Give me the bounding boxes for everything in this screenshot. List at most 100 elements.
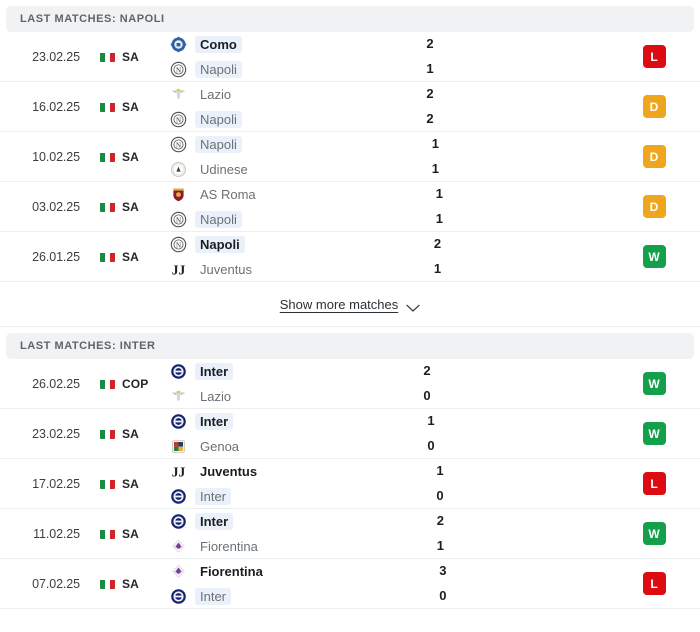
competition-label: SA [122, 149, 139, 164]
juventus-logo-icon: JJ [170, 463, 187, 480]
away-team[interactable]: Inter [170, 587, 358, 605]
section-header-napoli: LAST MATCHES: NAPOLI [6, 6, 694, 32]
genoa-logo-icon [170, 438, 187, 455]
competition-cell: COP [86, 377, 164, 391]
fiorentina-logo-icon [170, 563, 187, 580]
inter-logo-icon [170, 513, 187, 530]
home-team[interactable]: JJ Juventus [170, 462, 355, 480]
home-team[interactable]: N Napoli [170, 235, 353, 253]
home-team[interactable]: AS Roma [170, 185, 354, 203]
away-team[interactable]: Fiorentina [170, 537, 355, 555]
away-team[interactable]: N Napoli [170, 210, 354, 228]
away-team[interactable]: N Napoli [170, 60, 345, 78]
teams-cell: N Napoli JJ Juventus [164, 235, 353, 278]
score-cell: 2 2 [345, 85, 515, 128]
competition-label: SA [122, 476, 139, 491]
competition-cell: SA [86, 477, 164, 491]
away-team[interactable]: N Napoli [170, 110, 345, 128]
table-row[interactable]: 03.02.25 SA AS Roma N Napo [0, 182, 700, 232]
svg-text:N: N [176, 216, 181, 224]
score-cell: 2 1 [345, 35, 515, 78]
team-name: Como [195, 35, 242, 53]
home-score: 1 [435, 186, 443, 201]
italy-flag-icon [100, 428, 115, 439]
away-team[interactable]: Genoa [170, 437, 346, 455]
status-badge: D [642, 145, 666, 168]
home-team[interactable]: Inter [170, 512, 355, 530]
team-name: Inter [195, 362, 234, 380]
fiorentina-logo-icon [170, 538, 187, 555]
home-team[interactable]: Como [170, 35, 345, 53]
away-team[interactable]: JJ Juventus [170, 260, 353, 278]
competition-label: SA [122, 49, 139, 64]
away-team[interactable]: Udinese [170, 160, 350, 178]
result-cell: W [618, 422, 690, 445]
status-badge: W [642, 372, 666, 395]
score-cell: 1 0 [355, 462, 525, 505]
team-name: Inter [195, 487, 232, 505]
table-row[interactable]: 23.02.25 SA Como N Napoli [0, 32, 700, 82]
italy-flag-icon [100, 528, 115, 539]
score-cell: 3 0 [358, 562, 528, 605]
italy-flag-icon [100, 578, 115, 589]
status-badge: L [642, 572, 666, 595]
match-date: 23.02.25 [32, 49, 80, 64]
result-cell: W [618, 372, 690, 395]
team-name: Fiorentina [200, 563, 263, 579]
home-score: 2 [426, 86, 434, 101]
show-more-matches-button[interactable]: Show more matches [280, 297, 421, 312]
table-row[interactable]: 10.02.25 SA N Napoli Udine [0, 132, 700, 182]
competition-label: SA [122, 249, 139, 264]
home-score: 2 [423, 363, 431, 378]
away-score: 1 [436, 538, 445, 553]
match-date: 16.02.25 [32, 99, 80, 114]
status-badge: W [642, 245, 666, 268]
home-team[interactable]: Lazio [170, 85, 345, 103]
home-team[interactable]: Fiorentina [170, 562, 358, 580]
table-row[interactable]: 26.02.25 COP Inter Lazio [0, 359, 700, 409]
chevron-down-icon [406, 300, 420, 312]
section-title: LAST MATCHES: INTER [20, 340, 156, 352]
italy-flag-icon [100, 201, 115, 212]
away-score: 1 [426, 61, 434, 76]
table-row[interactable]: 16.02.25 SA Lazio N Napoli [0, 82, 700, 132]
napoli-logo-icon: N [170, 61, 187, 78]
table-row[interactable]: 26.01.25 SA N Napoli JJ Juv [0, 232, 700, 282]
away-score: 0 [436, 488, 444, 503]
result-cell: L [618, 472, 690, 495]
home-score: 2 [436, 513, 445, 528]
home-team[interactable]: Inter [170, 362, 342, 380]
match-list-napoli: 23.02.25 SA Como N Napoli [0, 32, 700, 282]
away-score: 0 [427, 438, 435, 453]
competition-label: COP [122, 376, 149, 391]
team-name: AS Roma [200, 186, 256, 202]
home-team[interactable]: Inter [170, 412, 346, 430]
competition-cell: SA [86, 50, 164, 64]
away-team[interactable]: Lazio [170, 387, 342, 405]
match-date: 17.02.25 [32, 476, 80, 491]
svg-text:N: N [176, 141, 181, 149]
away-score: 1 [431, 161, 439, 176]
score-cell: 1 1 [354, 185, 524, 228]
lazio-logo-icon [170, 388, 187, 405]
svg-text:N: N [176, 241, 181, 249]
away-team[interactable]: Inter [170, 487, 355, 505]
table-row[interactable]: 17.02.25 SA JJ Juventus In [0, 459, 700, 509]
away-score: 1 [433, 261, 442, 276]
home-score: 1 [436, 463, 444, 478]
napoli-logo-icon: N [170, 111, 187, 128]
table-row[interactable]: 23.02.25 SA Inter Genoa [0, 409, 700, 459]
teams-cell: Inter Lazio [164, 362, 342, 405]
table-row[interactable]: 07.02.25 SA Fiorentina In [0, 559, 700, 609]
away-score: 0 [423, 388, 431, 403]
team-name: Napoli [195, 135, 242, 153]
table-row[interactable]: 11.02.25 SA Inter Fiorent [0, 509, 700, 559]
lazio-logo-icon [170, 86, 187, 103]
home-team[interactable]: N Napoli [170, 135, 350, 153]
udinese-logo-icon [170, 161, 187, 178]
competition-cell: SA [86, 427, 164, 441]
match-date: 03.02.25 [32, 199, 80, 214]
score-cell: 2 1 [353, 235, 523, 278]
match-list-inter: 26.02.25 COP Inter Lazio [0, 359, 700, 609]
